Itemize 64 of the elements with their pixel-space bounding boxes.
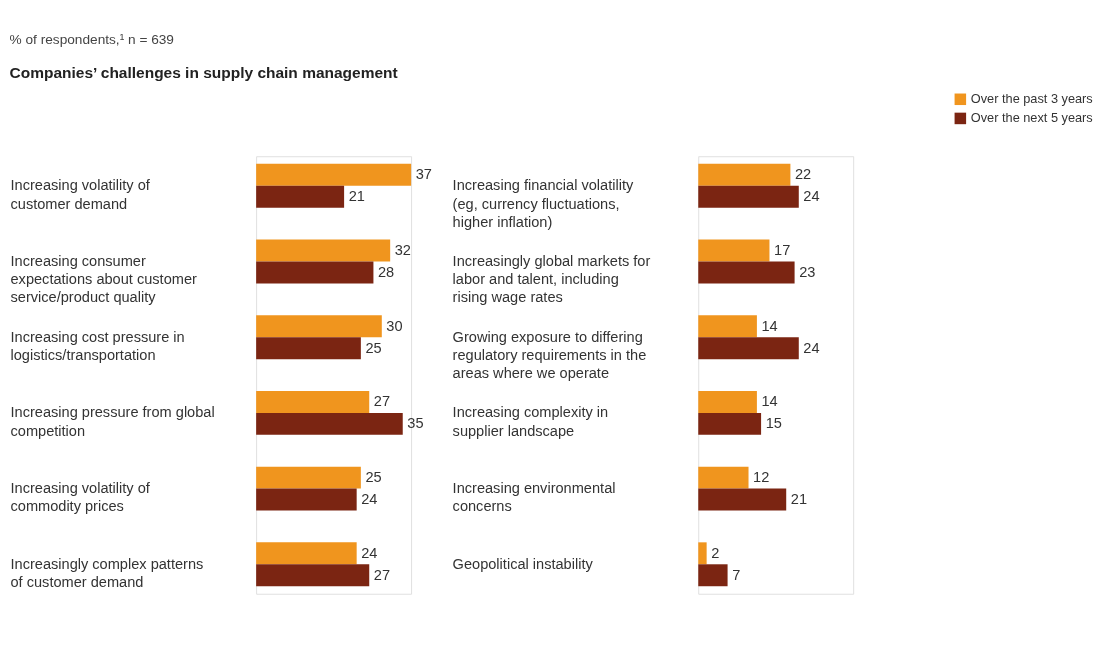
bar (256, 564, 370, 587)
y-tick-label: Increasing consumer expectations about customer service/product quality (10, 253, 198, 306)
text: % of respondents,¹ n = 639 (9, 31, 174, 47)
data-label: 24 (361, 544, 378, 561)
y-tick-label: Increasingly complex patterns of customer demand (10, 555, 204, 591)
data-label: 24 (803, 188, 820, 205)
data-label: 32 (394, 242, 411, 259)
bar (698, 564, 728, 587)
data-label: 17 (774, 242, 791, 259)
bar (698, 163, 791, 186)
y-tick-label: Increasing financial volatility (eg, currency fluctuations, higher inflation) (452, 177, 634, 230)
bar (698, 488, 787, 511)
data-label: 7 (732, 566, 741, 583)
data-label: 25 (365, 469, 382, 486)
y-tick-label: Increasing pressure from global competition (10, 404, 215, 439)
data-label: 14 (761, 393, 778, 410)
y-tick-label: Increasing volatility of commodity prices (10, 480, 151, 515)
data-label: 30 (386, 317, 403, 334)
data-label: 23 (799, 264, 816, 281)
y-tick-label: Increasing volatility of customer demand (10, 177, 151, 212)
y-tick-label: Increasing cost pressure in logistics/transportation (10, 328, 185, 363)
bar (256, 185, 345, 208)
data-label: 24 (361, 491, 378, 508)
legend-label: Over the next 5 years (970, 110, 1093, 126)
data-label: 12 (753, 469, 770, 486)
bar (256, 315, 382, 338)
data-label: 21 (790, 491, 807, 508)
data-label: 27 (373, 393, 391, 410)
data-label: 22 (794, 166, 812, 183)
y-tick-label: Growing exposure to differing regulatory requirements in the areas where we operate (452, 328, 647, 382)
bar (698, 390, 757, 413)
data-label: 35 (407, 415, 424, 432)
y-tick-label: Increasing environmental concerns (452, 480, 616, 515)
bar (256, 163, 412, 186)
bar (698, 466, 749, 489)
bar (698, 261, 795, 284)
legend-label: Over the past 3 years (970, 90, 1093, 106)
bar (256, 390, 370, 413)
data-label: 28 (377, 264, 395, 281)
bar (256, 337, 361, 360)
bar (698, 315, 757, 338)
data-label: 37 (415, 166, 432, 183)
bar (698, 239, 770, 262)
bar (256, 239, 391, 262)
bar (698, 337, 799, 360)
bar (698, 185, 799, 208)
data-label: 14 (761, 317, 778, 334)
data-label: 15 (765, 415, 782, 432)
bar (698, 412, 762, 435)
y-tick-label: Increasingly global markets for labor and talent, including rising wage rates (452, 253, 651, 306)
y-tick-label: Increasing complexity in supplier landscape (452, 404, 609, 439)
bar (256, 488, 357, 511)
bar (256, 542, 357, 565)
bar (256, 466, 361, 489)
y-tick-label: Geopolitical instability (452, 555, 594, 572)
bar (256, 412, 403, 435)
bar (256, 261, 374, 284)
data-label: 21 (348, 188, 365, 205)
chart-title: Companies’ challenges in supply chain management (9, 64, 398, 82)
data-label: 27 (373, 566, 391, 583)
data-label: 25 (365, 339, 382, 356)
bar (698, 542, 707, 565)
data-label: 24 (803, 339, 820, 356)
data-label: 2 (711, 544, 720, 561)
